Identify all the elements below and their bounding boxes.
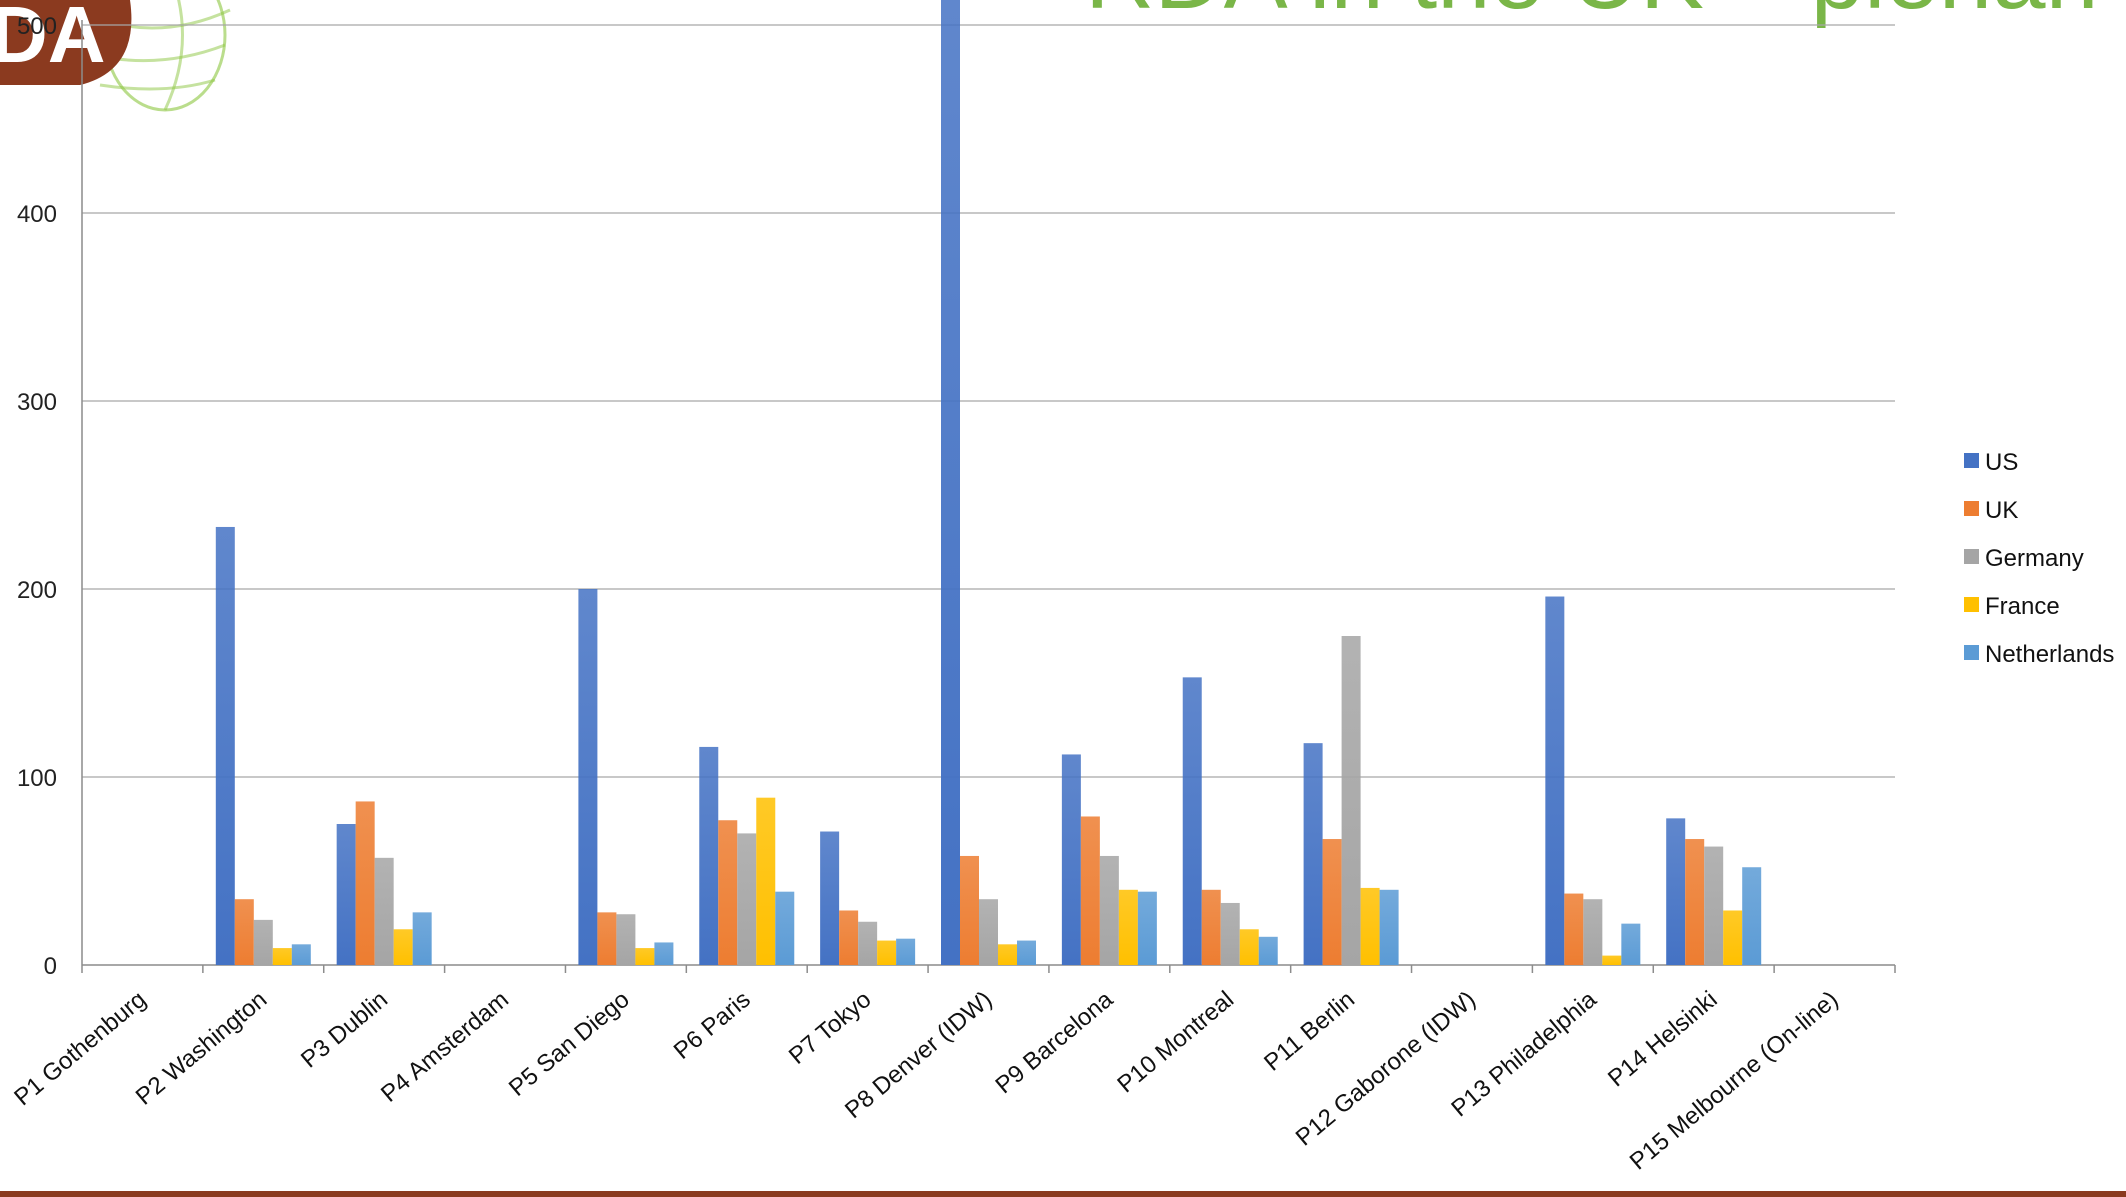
bar-france-13 xyxy=(1602,955,1622,965)
y-tick-label: 500 xyxy=(17,13,57,40)
bar-netherlands-3 xyxy=(412,912,432,965)
logo-text: DA xyxy=(0,0,106,79)
bar-uk-3 xyxy=(355,801,375,965)
bar-uk-7 xyxy=(839,910,859,965)
bar-france-7 xyxy=(877,940,897,965)
bar-netherlands-5 xyxy=(654,942,674,965)
bar-us-5 xyxy=(578,589,598,965)
bar-france-2 xyxy=(272,948,292,965)
x-tick-label: P4 Amsterdam xyxy=(376,986,514,1108)
y-tick-label: 400 xyxy=(17,201,57,228)
bar-us-7 xyxy=(820,831,840,965)
x-tick-label: P15 Melbourne (On-line) xyxy=(1625,986,1844,1176)
x-tick-label: P7 Tokyo xyxy=(784,986,877,1070)
bar-us-8 xyxy=(941,0,960,965)
x-tick-label: P1 Gothenburg xyxy=(9,986,151,1111)
bar-netherlands-11 xyxy=(1379,889,1399,965)
bar-germany-10 xyxy=(1220,902,1240,965)
bar-us-6 xyxy=(699,746,719,965)
bar-france-3 xyxy=(393,929,413,965)
bar-us-9 xyxy=(1061,754,1081,965)
bar-netherlands-7 xyxy=(896,938,916,965)
bar-netherlands-2 xyxy=(291,944,311,965)
bar-germany-8 xyxy=(979,899,998,965)
bar-germany-9 xyxy=(1099,855,1119,965)
x-tick-label: P5 San Diego xyxy=(504,986,635,1102)
bar-us-11 xyxy=(1303,743,1323,965)
bar-netherlands-9 xyxy=(1137,891,1157,965)
bar-germany-3 xyxy=(374,857,394,965)
y-tick-label: 200 xyxy=(17,577,57,604)
bar-germany-14 xyxy=(1704,846,1724,965)
bar-netherlands-14 xyxy=(1742,867,1762,965)
legend-label-us: US xyxy=(1985,449,2018,476)
logo-shape xyxy=(0,0,132,85)
x-tick-label: P3 Dublin xyxy=(296,986,393,1074)
y-tick-label: 300 xyxy=(17,389,57,416)
bar-uk-10 xyxy=(1201,889,1221,965)
x-tick-label: P6 Paris xyxy=(669,986,756,1065)
bar-us-13 xyxy=(1545,596,1565,965)
bar-uk-2 xyxy=(234,899,254,965)
bar-uk-9 xyxy=(1080,816,1100,965)
bar-france-8 xyxy=(998,944,1017,965)
bar-uk-14 xyxy=(1685,839,1705,965)
bar-us-3 xyxy=(336,824,356,965)
legend-swatch-germany xyxy=(1964,549,1979,564)
bar-germany-6 xyxy=(737,833,757,965)
bar-germany-5 xyxy=(616,914,636,965)
legend-label-france: France xyxy=(1985,593,2060,620)
x-tick-label: P9 Barcelona xyxy=(990,985,1118,1099)
bar-germany-11 xyxy=(1341,636,1361,965)
bar-france-14 xyxy=(1723,910,1743,965)
bar-us-10 xyxy=(1182,677,1202,965)
bar-us-14 xyxy=(1666,818,1686,965)
x-tick-label: P10 Montreal xyxy=(1112,986,1239,1098)
x-tick-label: P14 Helsinki xyxy=(1603,986,1723,1092)
legend-label-netherlands: Netherlands xyxy=(1985,641,2114,668)
y-tick-label: 0 xyxy=(44,953,57,980)
x-tick-label: P2 Washington xyxy=(131,986,272,1111)
bar-france-5 xyxy=(635,948,655,965)
bar-france-10 xyxy=(1239,929,1259,965)
bar-france-11 xyxy=(1360,887,1380,965)
y-tick-label: 100 xyxy=(17,765,57,792)
bar-uk-6 xyxy=(718,820,738,965)
bar-germany-2 xyxy=(253,919,273,965)
legend-label-germany: Germany xyxy=(1985,545,2084,572)
bar-netherlands-8 xyxy=(1017,940,1036,965)
bar-uk-5 xyxy=(597,912,617,965)
legend-swatch-netherlands xyxy=(1964,645,1979,660)
bar-netherlands-13 xyxy=(1621,923,1641,965)
rda-logo: DA xyxy=(0,0,231,112)
slide-footer-bar xyxy=(0,1191,2126,1197)
legend-swatch-france xyxy=(1964,597,1979,612)
slide-title: RDA in the UK – plenari xyxy=(1085,0,2099,24)
bar-netherlands-10 xyxy=(1258,936,1278,965)
bar-france-9 xyxy=(1118,889,1138,965)
bar-france-6 xyxy=(756,797,776,965)
bar-germany-13 xyxy=(1583,899,1603,965)
bar-uk-11 xyxy=(1322,839,1342,965)
bar-germany-7 xyxy=(858,921,878,965)
legend-label-uk: UK xyxy=(1985,497,2018,524)
bar-uk-8 xyxy=(960,855,979,965)
legend-swatch-uk xyxy=(1964,501,1979,516)
bar-uk-13 xyxy=(1564,893,1584,965)
bar-us-2 xyxy=(215,526,235,965)
bar-netherlands-6 xyxy=(775,891,795,965)
x-tick-label: P11 Berlin xyxy=(1259,986,1360,1077)
legend-swatch-us xyxy=(1964,453,1979,468)
